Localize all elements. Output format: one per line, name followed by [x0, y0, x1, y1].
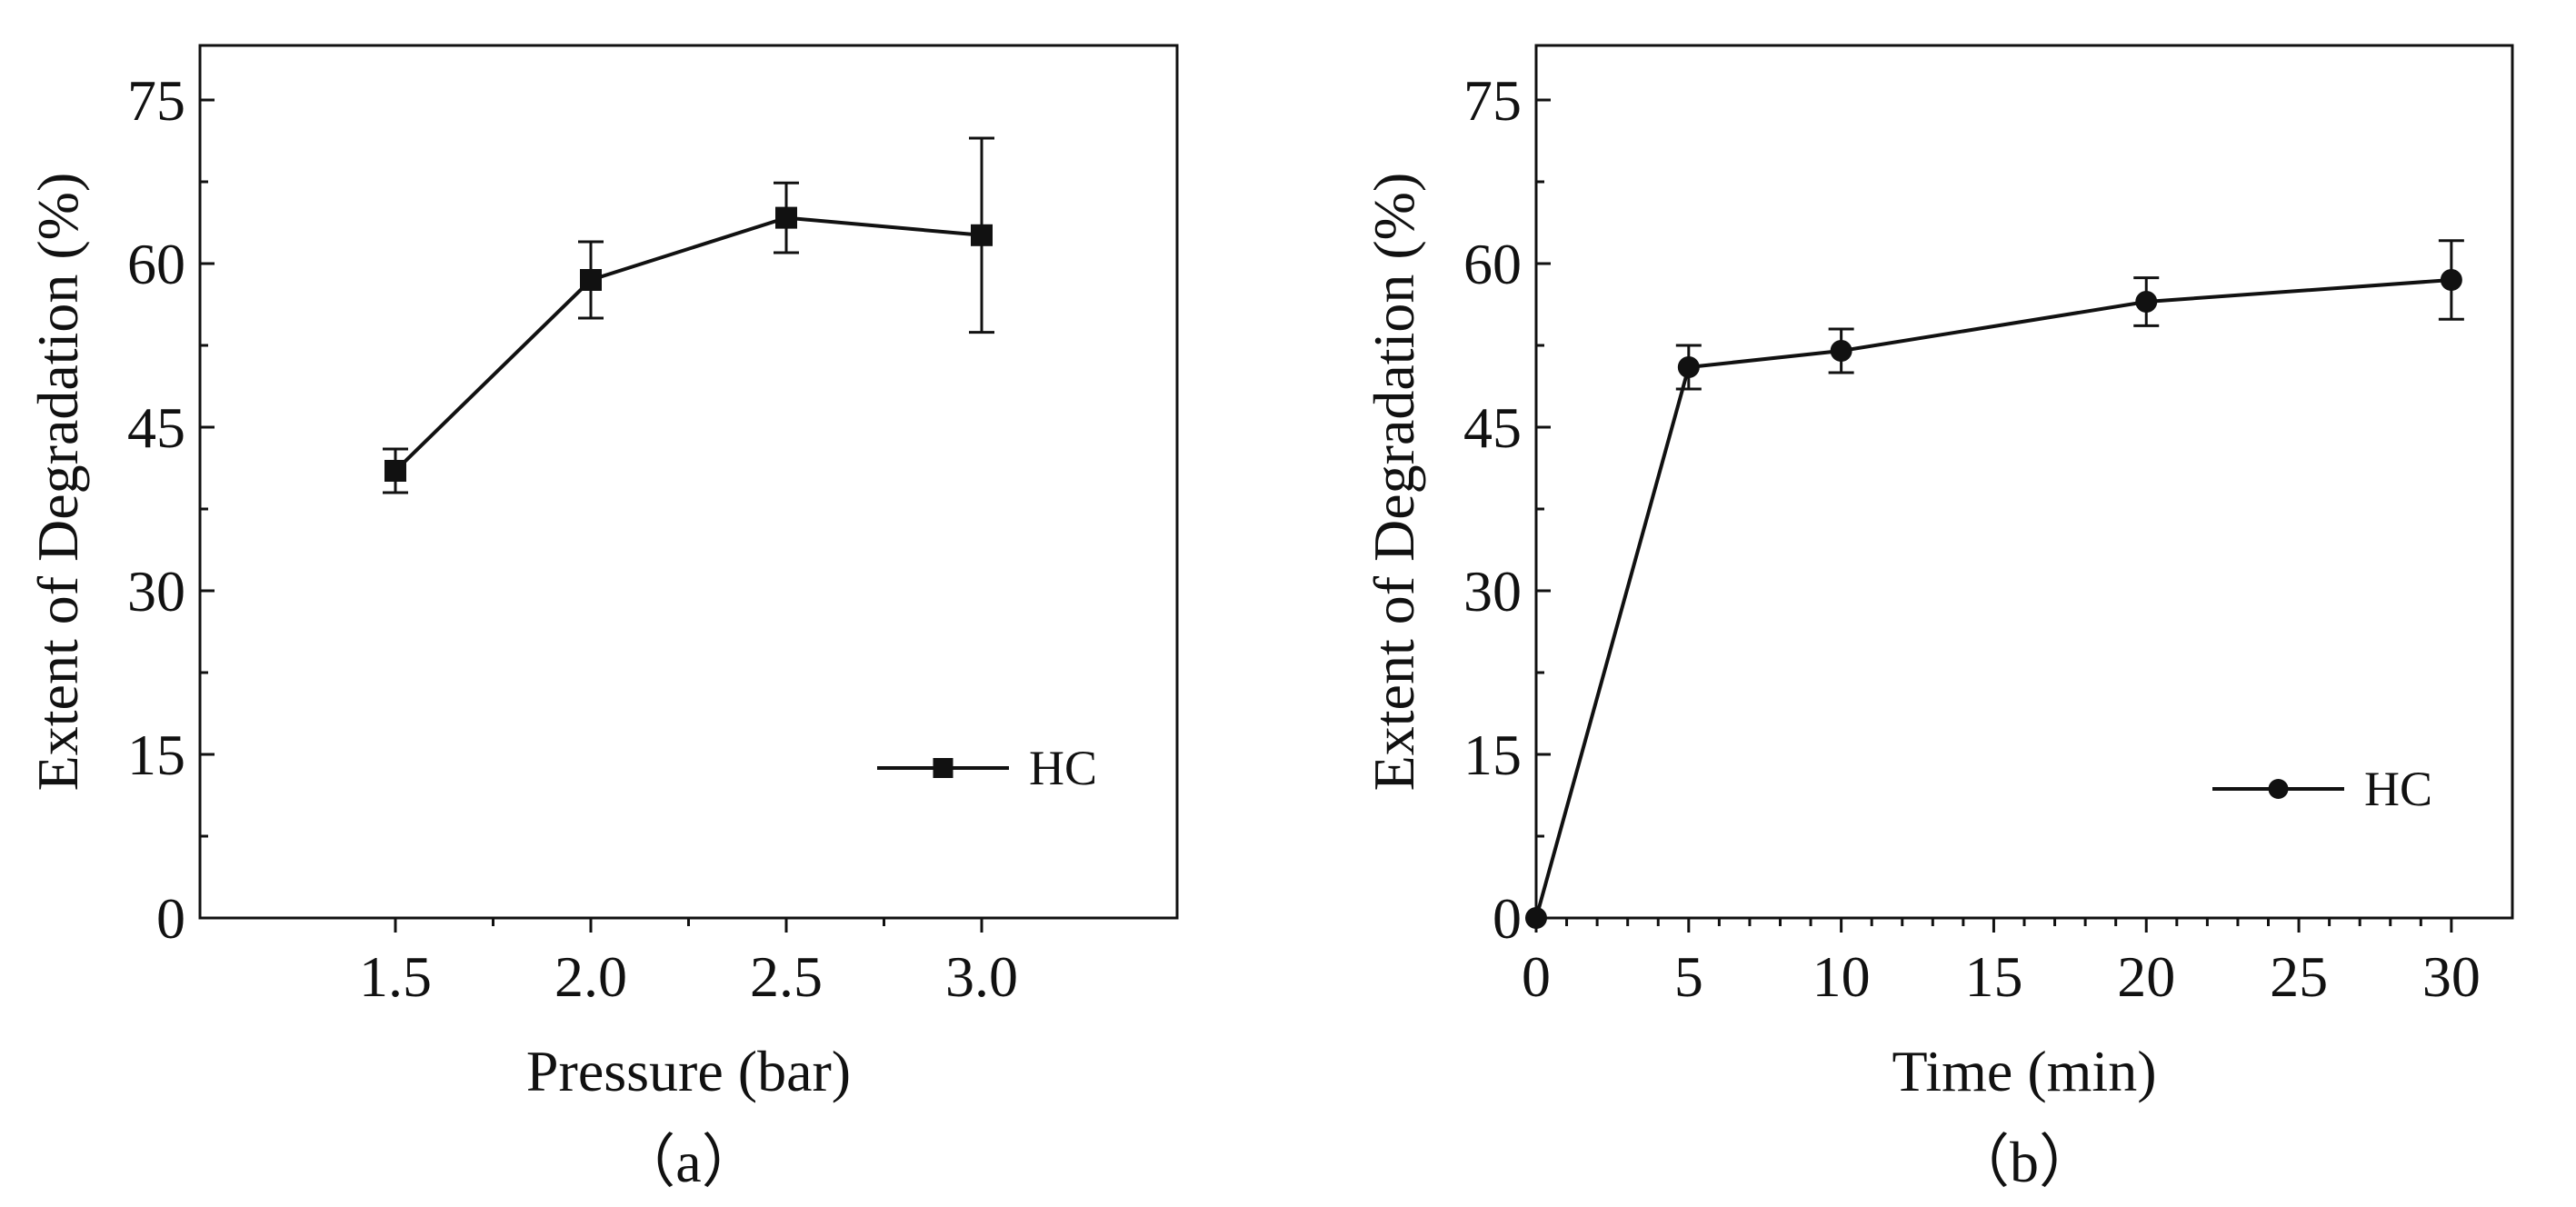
- data-point: [1830, 340, 1852, 362]
- data-point: [2135, 291, 2158, 313]
- x-axis-title: Time (min): [1892, 1039, 2157, 1103]
- y-axis-title: Extent of Degradation (%): [1362, 173, 1426, 792]
- legend-label: HC: [1029, 741, 1097, 795]
- x-tick-label: 15: [1964, 944, 2022, 1009]
- data-point: [1677, 356, 1700, 378]
- panel-label: （b）: [1952, 1130, 2097, 1194]
- data-point: [971, 224, 993, 246]
- legend-label: HC: [2364, 762, 2432, 816]
- x-tick-label: 1.5: [359, 944, 432, 1009]
- y-tick-label: 15: [127, 723, 185, 787]
- series-line-hc: [1534, 278, 2452, 919]
- y-tick-label: 45: [127, 395, 185, 460]
- data-point: [775, 206, 797, 229]
- y-tick-label: 30: [127, 559, 185, 623]
- x-tick-label: 2.0: [554, 944, 627, 1009]
- y-tick-label: 30: [1463, 559, 1522, 623]
- x-tick-label: 25: [2270, 944, 2328, 1009]
- x-axis-title: Pressure (bar): [526, 1039, 851, 1103]
- panel-label: （a）: [617, 1130, 759, 1194]
- legend-marker: [933, 758, 954, 778]
- chart-panel-a: 0 15 30 45 60 75 1.5 2.0 2.5 3.0 Pressure (bar) Ext…: [25, 44, 1179, 1194]
- y-tick-label: 0: [1493, 886, 1522, 951]
- y-tick-label: 75: [1463, 68, 1522, 133]
- y-tick-label: 15: [1463, 723, 1522, 787]
- data-point: [384, 460, 406, 482]
- x-tick-label: 3.0: [945, 944, 1018, 1009]
- data-point: [2440, 269, 2462, 291]
- x-tick-label: 5: [1674, 944, 1703, 1009]
- x-tick-label: 2.5: [750, 944, 823, 1009]
- x-tick-label: 0: [1522, 944, 1551, 1009]
- y-tick-label: 60: [1463, 232, 1522, 296]
- y-tick-label: 45: [1463, 395, 1522, 460]
- data-point: [1525, 907, 1547, 929]
- x-tick-label: 10: [1812, 944, 1871, 1009]
- x-tick-label: 30: [2422, 944, 2481, 1009]
- chart-panel-b: 0 15 30 45 60 75 0 5 10 15 20 25 30 Time (min) Extent …: [1362, 44, 2514, 1194]
- y-axis-title: Extent of Degradation (%): [25, 173, 90, 792]
- y-tick-label: 75: [127, 68, 185, 133]
- series-line-hc: [394, 215, 983, 473]
- y-tick-label: 0: [156, 886, 185, 951]
- x-tick-label: 20: [2117, 944, 2175, 1009]
- data-point: [580, 269, 602, 291]
- y-tick-label: 60: [127, 232, 185, 296]
- legend-marker: [2268, 779, 2289, 799]
